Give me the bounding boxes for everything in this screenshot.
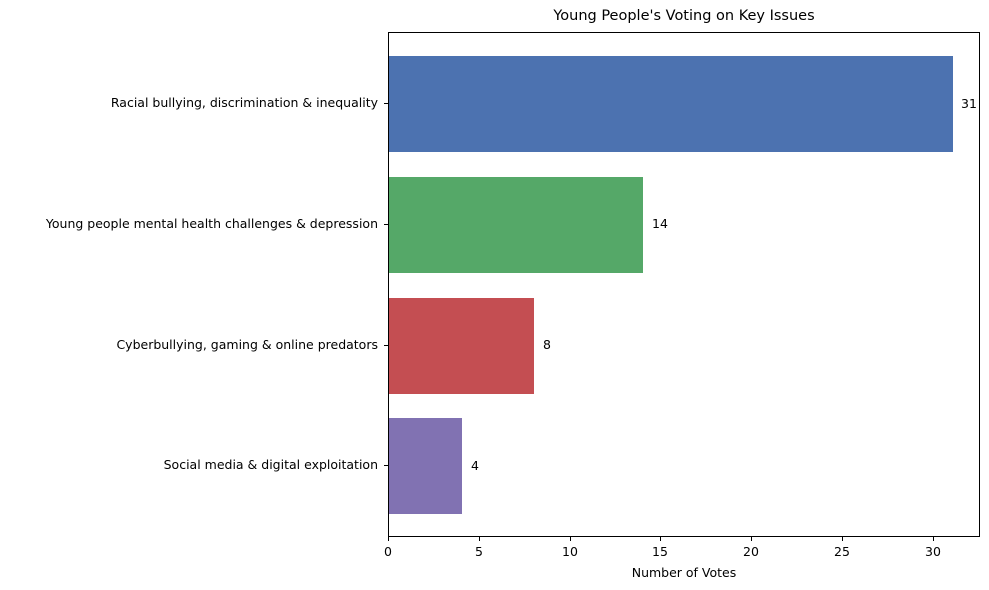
x-tick-label: 25 — [834, 544, 850, 559]
bar-cyberbullying — [389, 298, 534, 394]
value-label: 14 — [652, 216, 668, 231]
y-tick — [384, 345, 388, 346]
y-tick — [384, 103, 388, 104]
y-tick-label: Cyberbullying, gaming & online predators — [116, 337, 378, 352]
value-label: 8 — [543, 337, 551, 352]
x-tick — [660, 537, 661, 541]
x-tick-label: 20 — [743, 544, 759, 559]
x-axis-title: Number of Votes — [631, 565, 737, 580]
value-label: 31 — [961, 96, 977, 111]
x-tick — [933, 537, 934, 541]
bar-mental-health — [389, 177, 643, 273]
y-tick — [384, 224, 388, 225]
x-tick-label: 10 — [562, 544, 578, 559]
x-tick — [570, 537, 571, 541]
x-tick-label: 5 — [475, 544, 483, 559]
y-tick-label: Racial bullying, discrimination & inequa… — [110, 95, 378, 110]
x-tick — [842, 537, 843, 541]
x-tick-label: 0 — [384, 544, 392, 559]
value-label: 4 — [471, 458, 479, 473]
y-tick-label: Social media & digital exploitation — [163, 457, 378, 472]
plot-area: 31 14 8 4 — [388, 32, 980, 537]
y-tick-label: Young people mental health challenges & … — [45, 216, 378, 231]
x-tick — [479, 537, 480, 541]
chart-title: Young People's Voting on Key Issues — [553, 8, 815, 24]
y-tick — [384, 465, 388, 466]
x-tick-label: 30 — [925, 544, 941, 559]
x-tick-label: 15 — [652, 544, 668, 559]
bar-racial-bullying — [389, 56, 953, 152]
x-tick — [751, 537, 752, 541]
bar-social-media — [389, 418, 462, 514]
x-tick — [388, 537, 389, 541]
